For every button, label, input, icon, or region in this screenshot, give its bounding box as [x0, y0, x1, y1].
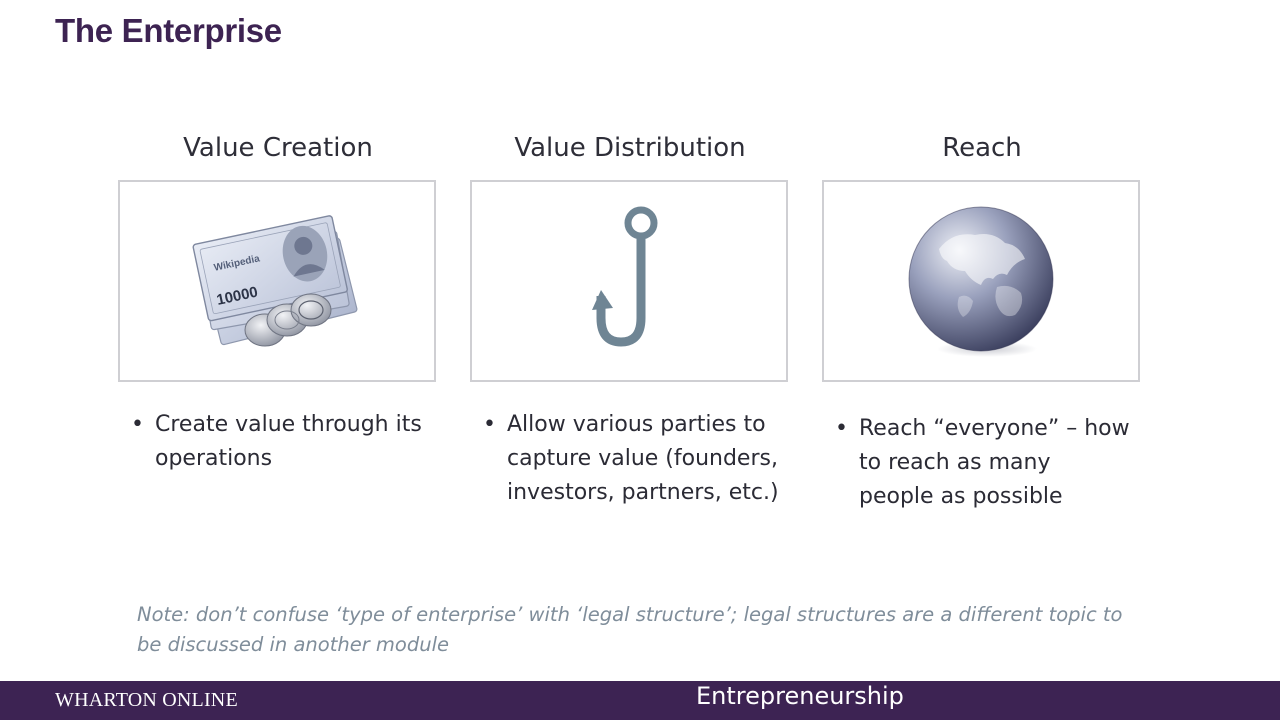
bullet-list: Reach “everyone” – how to reach as many …	[832, 412, 1132, 514]
fish-hook-icon	[592, 206, 658, 347]
column-heading: Value Creation	[183, 133, 373, 163]
image-frame: Wikipedia 10000	[118, 180, 436, 382]
bullet-item: Allow various parties to capture value (…	[480, 408, 780, 510]
bullet-list: Allow various parties to capture value (…	[480, 408, 780, 510]
bullet-list: Create value through its operations	[128, 408, 428, 476]
column-heading: Value Distribution	[514, 133, 746, 163]
column-heading: Reach	[942, 133, 1022, 163]
slide-title: The Enterprise	[55, 12, 282, 49]
column-value-creation: Value Creation	[118, 128, 438, 471]
footnote: Note: don’t confuse ‘type of enterprise’…	[137, 603, 1123, 656]
bullet-item: Create value through its operations	[128, 408, 428, 476]
footer-brand: WHARTON ONLINE	[55, 689, 238, 711]
money-icon: Wikipedia 10000	[192, 215, 358, 347]
footer-bar: WHARTON ONLINE Entrepreneurship	[0, 681, 1280, 720]
column-reach: Reach Reach “everyone”	[822, 128, 1142, 509]
image-frame	[822, 180, 1140, 382]
image-frame	[470, 180, 788, 382]
bullet-item: Reach “everyone” – how to reach as many …	[832, 412, 1132, 514]
footer-course-title: Entrepreneurship	[696, 682, 904, 710]
globe-icon	[908, 206, 1054, 357]
column-value-distribution: Value Distribution Allow various parties…	[470, 128, 790, 505]
